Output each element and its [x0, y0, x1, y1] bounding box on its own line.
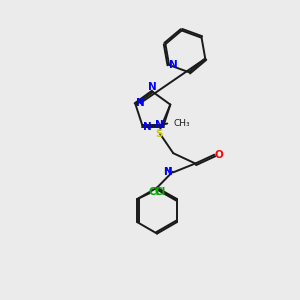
Text: CH₃: CH₃: [174, 119, 190, 128]
Text: Cl: Cl: [155, 187, 166, 197]
Text: N: N: [143, 122, 152, 132]
Text: N: N: [148, 82, 157, 92]
Text: H: H: [163, 167, 170, 176]
Text: N: N: [154, 120, 163, 130]
Text: Cl: Cl: [148, 187, 159, 197]
Text: N: N: [136, 98, 145, 108]
Text: N: N: [164, 167, 173, 177]
Text: O: O: [215, 150, 224, 160]
Text: N: N: [169, 60, 177, 70]
Text: S: S: [156, 129, 163, 139]
